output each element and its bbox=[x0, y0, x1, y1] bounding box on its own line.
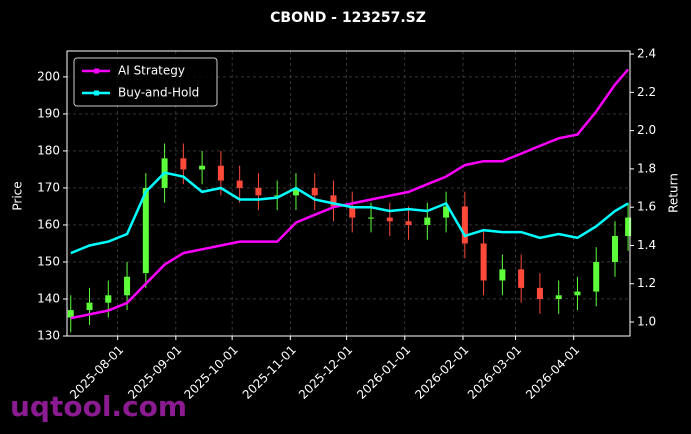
candle-body bbox=[424, 217, 431, 225]
candle-body bbox=[518, 269, 525, 288]
candle-body bbox=[349, 206, 356, 218]
candle-body bbox=[574, 291, 581, 296]
y-tick-label: 180 bbox=[37, 143, 60, 157]
candle-body bbox=[555, 295, 562, 299]
candle-body bbox=[86, 302, 93, 311]
y2-axis-label: Return bbox=[667, 173, 681, 213]
legend-marker bbox=[94, 68, 99, 74]
watermark: uqtool.com bbox=[10, 390, 187, 423]
candle-body bbox=[105, 295, 112, 303]
series-line bbox=[70, 68, 630, 320]
candle-body bbox=[443, 206, 450, 218]
y2-tick-label: 2.0 bbox=[637, 123, 656, 137]
candle-body bbox=[255, 187, 262, 196]
y2-tick-label: 1.0 bbox=[637, 315, 656, 329]
candle-body bbox=[142, 187, 149, 274]
y-tick-label: 170 bbox=[37, 180, 60, 194]
candle-body bbox=[274, 195, 281, 197]
candle-body bbox=[330, 195, 337, 207]
candle-body bbox=[625, 217, 632, 237]
candle-body bbox=[461, 206, 468, 244]
legend-label: AI Strategy bbox=[118, 64, 185, 78]
candle-body bbox=[593, 261, 600, 292]
candle-body bbox=[180, 158, 187, 170]
y-axis-label: Price bbox=[11, 181, 25, 210]
candle-body bbox=[611, 236, 618, 262]
plot-frame bbox=[66, 50, 631, 337]
candle-body bbox=[480, 243, 487, 281]
y-tick-label: 130 bbox=[37, 329, 60, 343]
candle-body bbox=[499, 269, 506, 281]
candle-body bbox=[368, 217, 375, 219]
y2-tick-label: 1.4 bbox=[637, 238, 656, 252]
chart-title: CBOND - 123257.SZ bbox=[270, 10, 426, 26]
y2-tick-label: 2.2 bbox=[637, 85, 656, 99]
candle-body bbox=[386, 217, 393, 222]
candle-body bbox=[536, 287, 543, 299]
candle-body bbox=[124, 276, 131, 296]
y-tick-label: 200 bbox=[37, 69, 60, 83]
y-tick-label: 140 bbox=[37, 291, 60, 305]
candle-body bbox=[311, 187, 318, 196]
candle-body bbox=[292, 187, 299, 196]
y2-tick-label: 2.4 bbox=[637, 47, 656, 61]
y2-tick-label: 1.8 bbox=[637, 161, 656, 175]
candle-body bbox=[67, 310, 74, 318]
legend-marker bbox=[94, 90, 99, 96]
series-line bbox=[70, 171, 629, 255]
y-tick-label: 160 bbox=[37, 217, 60, 231]
legend-label: Buy-and-Hold bbox=[118, 86, 199, 100]
candle-body bbox=[199, 165, 206, 170]
y2-tick-label: 1.2 bbox=[637, 276, 656, 290]
y-tick-label: 190 bbox=[37, 106, 60, 120]
y2-tick-label: 1.6 bbox=[637, 200, 656, 214]
y-tick-label: 150 bbox=[37, 254, 60, 268]
candle-body bbox=[236, 180, 243, 188]
candle-body bbox=[217, 165, 224, 181]
candle-body bbox=[405, 221, 412, 225]
